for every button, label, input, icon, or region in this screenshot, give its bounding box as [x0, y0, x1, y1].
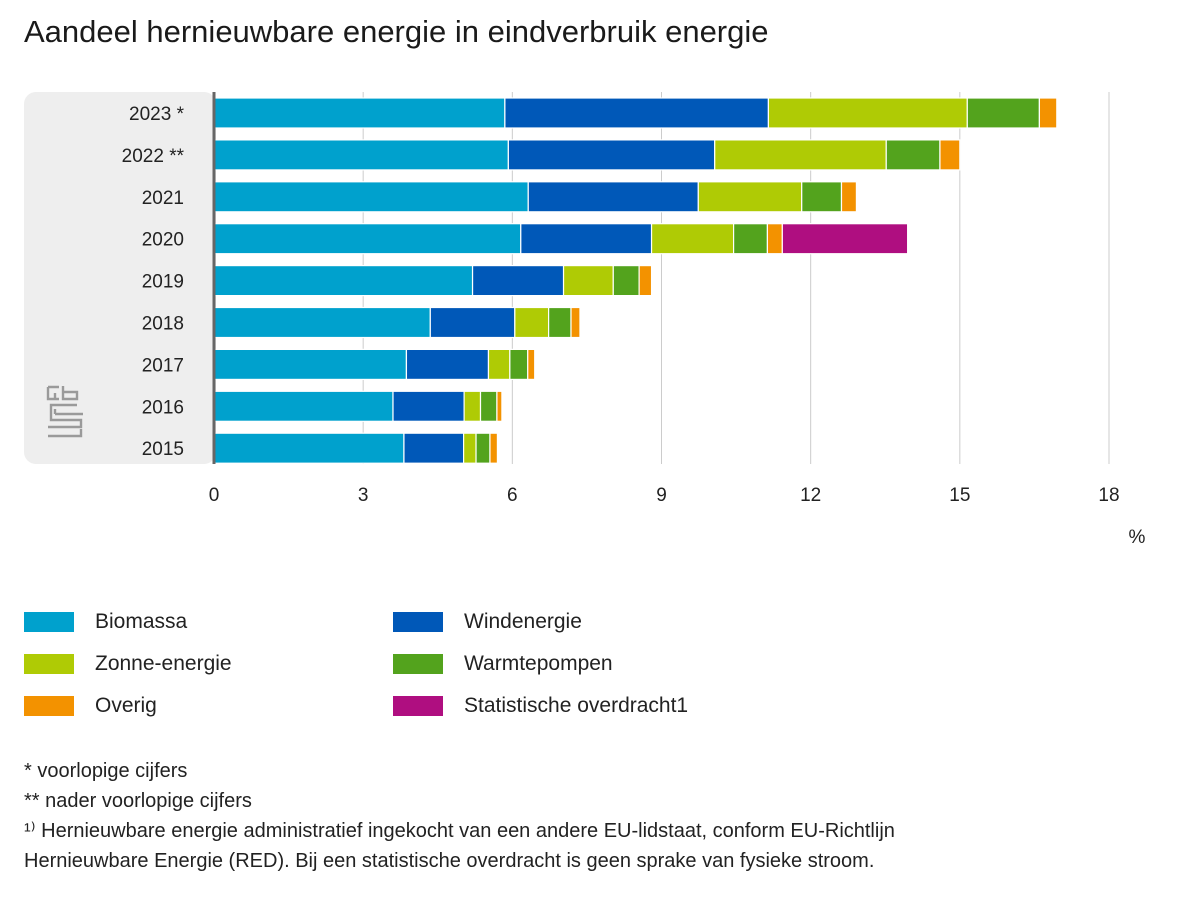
bar-segment [697, 181, 803, 213]
footnote-statistical-transfer: ¹⁾ Hernieuwbare energie administratief i… [24, 820, 895, 842]
bar-segment [213, 139, 509, 171]
bar-segment [966, 97, 1040, 129]
bar-segment [732, 223, 769, 255]
category-label: 2015 [142, 439, 184, 460]
legend-swatch [393, 696, 443, 716]
bar-segment [548, 306, 572, 339]
bar-segment [939, 139, 961, 171]
bar-segment [405, 348, 490, 380]
bar-segment [650, 223, 735, 255]
legend-item: Overig [24, 692, 157, 720]
bar-segment [612, 265, 640, 297]
legend-swatch [24, 654, 74, 674]
x-tick-label: 12 [800, 485, 821, 506]
bar-segment [766, 223, 783, 255]
x-tick-label: 18 [1098, 485, 1119, 506]
legend-item: Warmtepompen [393, 650, 613, 678]
bar-segment [885, 139, 941, 171]
chart-area: 2023 * 2022 ** 2021 2020 2019 2018 2017 2016 201… [24, 92, 1146, 548]
legend-item: Zonne-energie [24, 650, 232, 678]
x-tick-label: 6 [507, 485, 518, 506]
bar-segment [714, 139, 887, 171]
category-label: 2017 [142, 355, 184, 376]
footnotes: * voorlopige cijfers ** nader voorlopige… [24, 756, 1174, 876]
bar-segment [213, 181, 529, 213]
footnote-statistical-transfer-cont: Hernieuwbare Energie (RED). Bij een stat… [24, 850, 875, 872]
bar-segment [767, 97, 968, 129]
category-label: 2021 [142, 188, 184, 209]
bar-segment [509, 348, 529, 380]
bar-segment [429, 306, 516, 339]
category-label: 2022 ** [122, 146, 185, 167]
bar-segment [514, 306, 550, 339]
bar-segment [403, 432, 465, 464]
bar-segment [463, 390, 482, 422]
bar-segment [1038, 97, 1058, 129]
legend-label: Overig [95, 694, 157, 717]
x-tick-label: 9 [656, 485, 667, 506]
bar-segment [489, 432, 499, 464]
legend-swatch [393, 654, 443, 674]
bar-segment [504, 97, 770, 129]
bar-segment [496, 390, 503, 422]
bar-segment [213, 390, 394, 422]
bar-segment [475, 432, 491, 464]
bar-segment [213, 223, 522, 255]
category-label: 2018 [142, 314, 184, 335]
legend-swatch [24, 696, 74, 716]
legend-label: Warmtepompen [464, 652, 613, 675]
bar-segment [570, 306, 581, 339]
legend-swatch [24, 612, 74, 632]
bar-segment [213, 265, 474, 297]
bar-segment [801, 181, 843, 213]
bar-segment [213, 306, 431, 339]
bar-segment [213, 432, 405, 464]
legend-label: Zonne-energie [95, 652, 232, 675]
chart-title: Aandeel hernieuwbare energie in eindverb… [24, 14, 769, 49]
category-label-panel [24, 92, 216, 464]
bar-segment [392, 390, 465, 422]
legend-label: Biomassa [95, 610, 188, 633]
legend-swatch [393, 612, 443, 632]
bar-segment [527, 181, 699, 213]
category-label: 2020 [142, 230, 184, 251]
legend-item: Statistische overdracht1 [393, 692, 688, 720]
bar-segment [520, 223, 653, 255]
bars [213, 97, 1058, 464]
bar-segment [781, 223, 909, 255]
category-label: 2023 * [129, 104, 185, 125]
bar-segment [471, 265, 565, 297]
bar-segment [507, 139, 716, 171]
bar-segment [487, 348, 511, 380]
x-tick-label: 15 [949, 485, 970, 506]
bar-segment [213, 97, 506, 129]
bar-segment [213, 348, 408, 380]
x-axis-unit-label: % [1129, 527, 1146, 548]
category-labels: 2023 * 2022 ** 2021 2020 2019 2018 2017 2016 201… [122, 104, 185, 460]
footnote-further-provisional: ** nader voorlopige cijfers [24, 790, 252, 812]
x-tick-label: 0 [209, 485, 220, 506]
bar-segment [463, 432, 477, 464]
category-label: 2019 [142, 272, 184, 293]
legend-label: Statistische overdracht1 [464, 694, 689, 717]
bar-segment [479, 390, 498, 422]
bar-segment [840, 181, 858, 213]
bar-segment [562, 265, 614, 297]
legend-item: Biomassa [24, 608, 187, 636]
legend-label: Windenergie [464, 610, 582, 633]
tick-labels: 0 3 6 9 12 15 18 [209, 485, 1120, 506]
bar-segment [527, 348, 536, 380]
bar-segment [638, 265, 653, 297]
footnote-provisional: * voorlopige cijfers [24, 760, 188, 782]
legend-item: Windenergie [393, 608, 582, 636]
category-label: 2016 [142, 397, 184, 418]
x-tick-label: 3 [358, 485, 369, 506]
cbs-logo-icon [46, 385, 83, 438]
